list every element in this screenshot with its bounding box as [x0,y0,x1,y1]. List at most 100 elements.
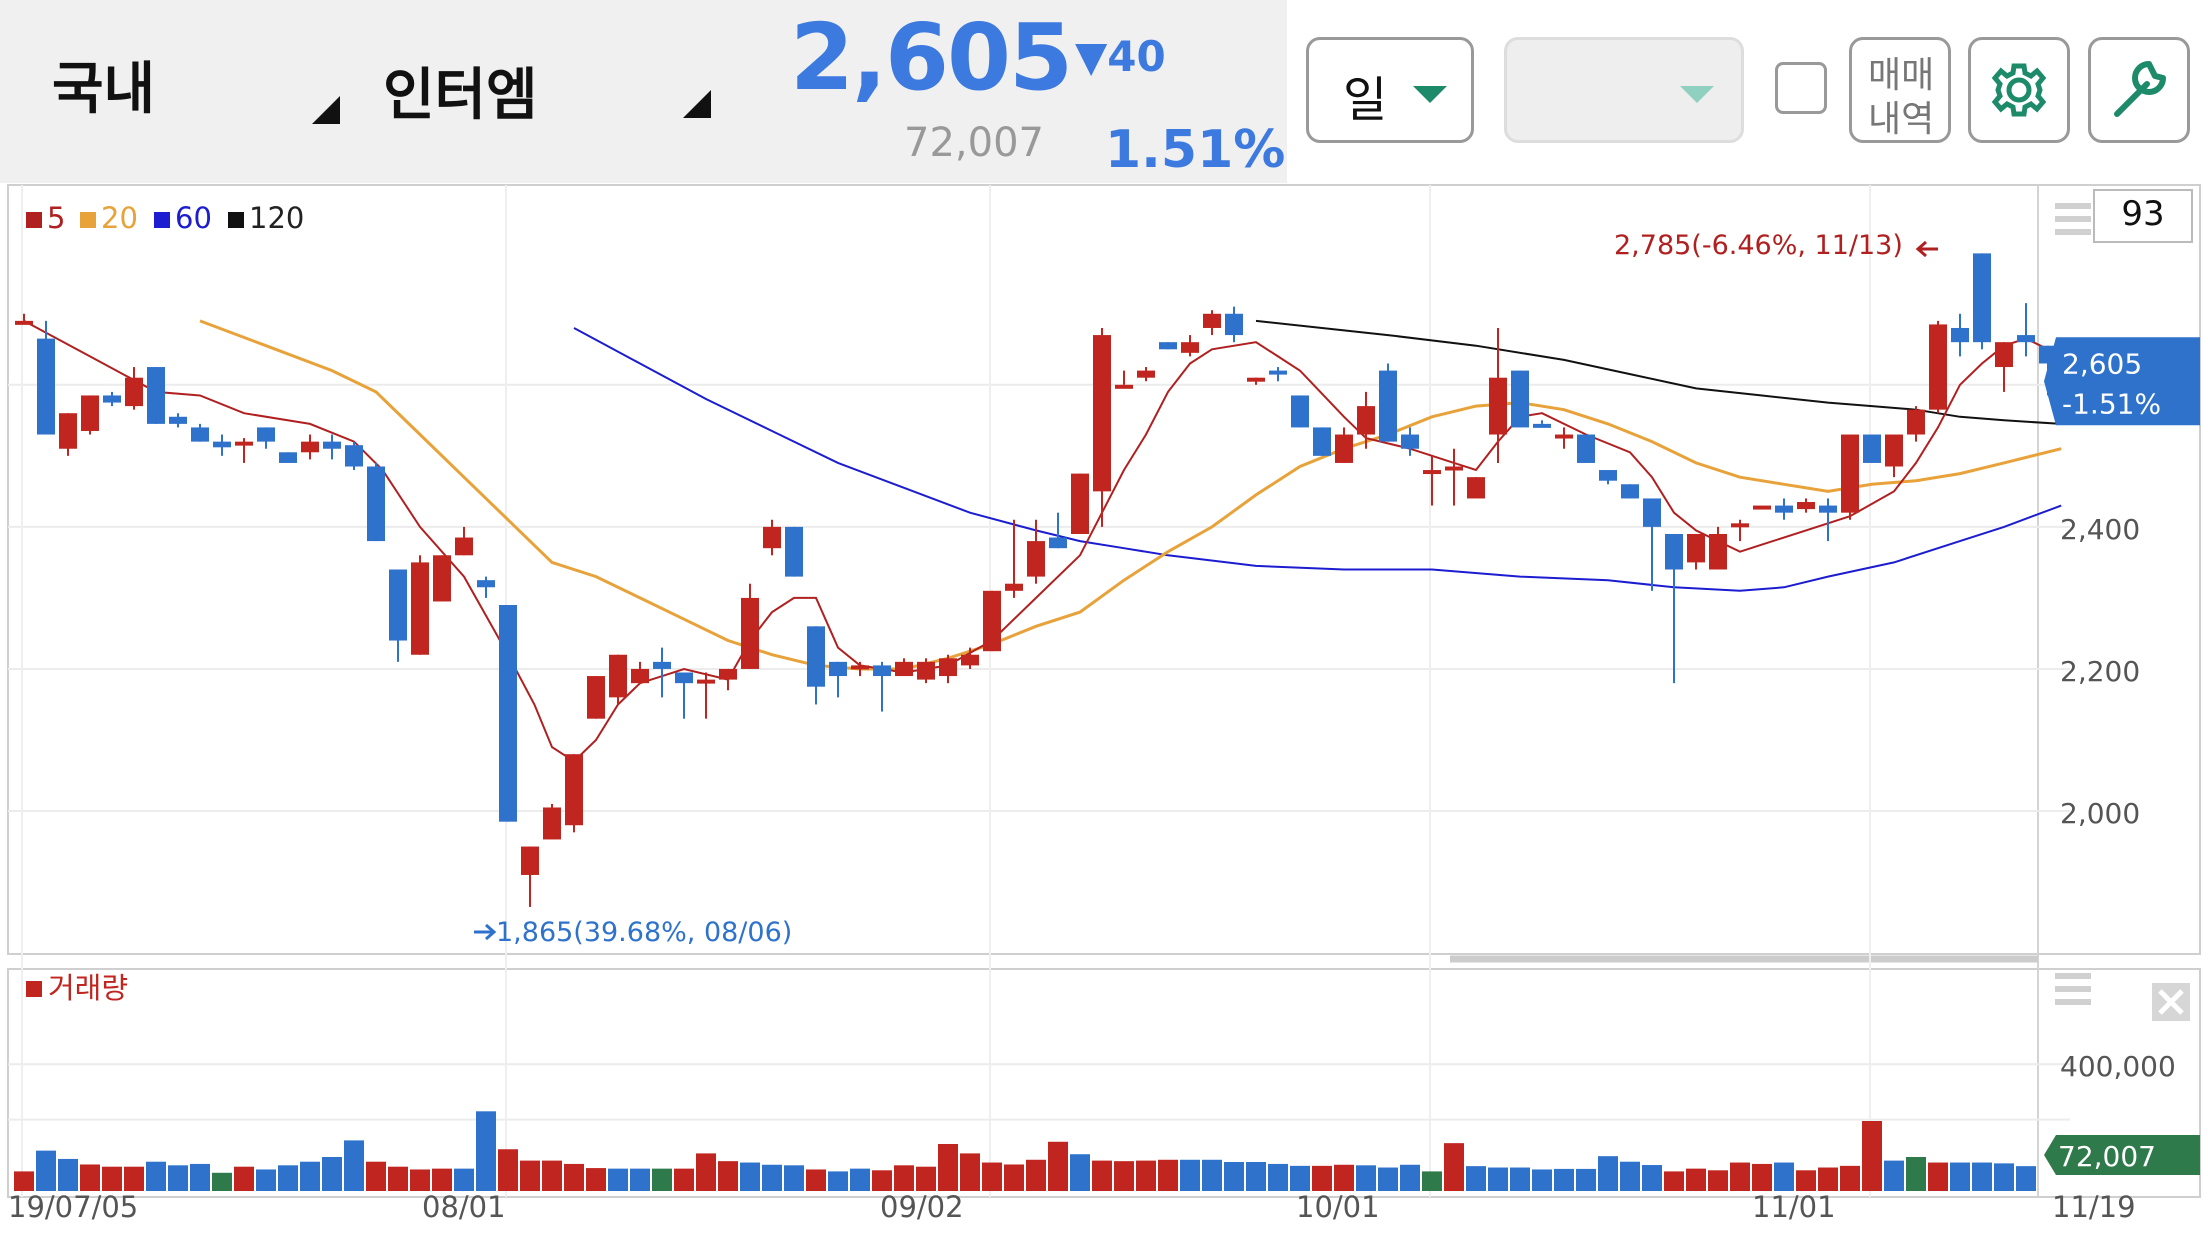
volume-bar[interactable] [432,1168,452,1191]
volume-bar[interactable] [674,1168,694,1191]
volume-bar[interactable] [1048,1141,1068,1191]
volume-bar[interactable] [1708,1170,1728,1191]
volume-bar[interactable] [388,1166,408,1191]
candle-body[interactable] [147,367,165,424]
candle-body[interactable] [125,377,143,407]
volume-bar[interactable] [1422,1171,1442,1191]
candle-body[interactable] [1929,324,1947,410]
candle-body[interactable] [521,846,539,875]
hamburger-icon[interactable] [2055,203,2091,209]
candle-body[interactable] [257,427,275,442]
volume-bar[interactable] [850,1168,870,1191]
volume-bar[interactable] [1576,1168,1596,1191]
candle-body[interactable] [697,679,715,684]
indicator-select[interactable] [1504,37,1744,143]
volume-bar[interactable] [1554,1168,1574,1191]
candle-body[interactable] [631,668,649,684]
hamburger-icon[interactable] [2055,999,2091,1005]
candle-body[interactable] [1973,253,1991,343]
volume-bar[interactable] [586,1168,606,1191]
candle-body[interactable] [411,562,429,655]
volume-bar[interactable] [872,1170,892,1191]
volume-bar[interactable] [344,1140,364,1191]
candle-body[interactable] [1995,342,2013,368]
candle-body[interactable] [1775,505,1793,513]
volume-bar[interactable] [1356,1165,1376,1191]
volume-bar[interactable] [1884,1160,1904,1191]
volume-bar[interactable] [234,1166,254,1191]
candle-body[interactable] [1093,335,1111,492]
volume-bar[interactable] [938,1143,958,1191]
candle-body[interactable] [895,661,913,677]
candle-body[interactable] [1313,427,1331,456]
tools-button[interactable] [2088,37,2190,143]
volume-bar[interactable] [146,1161,166,1191]
candle-body[interactable] [345,445,363,467]
volume-bar[interactable] [828,1171,848,1191]
candle-body[interactable] [785,526,803,577]
market-selector[interactable]: 국내 [52,57,156,122]
candle-body[interactable] [1137,370,1155,378]
volume-bar[interactable] [1532,1169,1552,1191]
candle-body[interactable] [565,754,583,826]
volume-bar[interactable] [1620,1161,1640,1191]
candle-body[interactable] [1687,533,1705,563]
candle-count-box[interactable]: 93 [2093,189,2193,243]
candle-body[interactable] [1005,583,1023,591]
stock-dropdown-icon[interactable] [683,90,711,118]
candle-body[interactable] [1841,434,1859,513]
candle-body[interactable] [15,320,33,325]
candle-body[interactable] [2017,335,2035,343]
candle-body[interactable] [1423,470,1441,475]
candle-body[interactable] [1379,370,1397,442]
candle-body[interactable] [1665,533,1683,570]
candle-body[interactable] [653,661,671,669]
volume-bar[interactable] [520,1160,540,1191]
volume-bar[interactable] [212,1172,232,1191]
trade-history-button[interactable]: 매매 내역 [1849,37,1951,143]
volume-bar[interactable] [1444,1143,1464,1191]
volume-bar[interactable] [1796,1170,1816,1191]
volume-bar[interactable] [1774,1162,1794,1191]
volume-bar[interactable] [982,1162,1002,1191]
volume-bar[interactable] [1268,1163,1288,1191]
volume-bar[interactable] [1290,1165,1310,1191]
candle-body[interactable] [917,661,935,680]
volume-bar[interactable] [652,1168,672,1191]
volume-bar[interactable] [1136,1160,1156,1191]
volume-bar[interactable] [366,1161,386,1191]
candle-body[interactable] [1269,370,1287,375]
candle-body[interactable] [1863,434,1881,463]
candle-body[interactable] [1467,477,1485,499]
candle-body[interactable] [1951,327,1969,343]
volume-bar[interactable] [1950,1162,1970,1191]
volume-bar[interactable] [190,1163,210,1191]
candle-body[interactable] [389,569,407,641]
candle-body[interactable] [983,590,1001,652]
candle-body[interactable] [433,555,451,602]
candle-body[interactable] [1555,434,1573,439]
candle-body[interactable] [1401,434,1419,449]
volume-bar[interactable] [916,1166,936,1191]
candle-body[interactable] [1115,384,1133,389]
volume-bar[interactable] [1840,1165,1860,1191]
candle-body[interactable] [543,807,561,840]
candle-body[interactable] [1489,377,1507,435]
candle-body[interactable] [1225,313,1243,336]
candle-body[interactable] [1621,484,1639,499]
volume-bar[interactable] [2016,1166,2036,1191]
candle-body[interactable] [1533,423,1551,428]
volume-bar[interactable] [542,1160,562,1191]
volume-bar[interactable] [256,1169,276,1191]
hamburger-icon[interactable] [2055,216,2091,222]
volume-bar[interactable] [1004,1164,1024,1191]
volume-bar[interactable] [1730,1162,1750,1191]
volume-bar[interactable] [1246,1161,1266,1191]
candle-body[interactable] [939,658,957,677]
candle-body[interactable] [1445,466,1463,471]
volume-bar[interactable] [322,1157,342,1191]
volume-bar[interactable] [806,1169,826,1191]
volume-bar[interactable] [1114,1161,1134,1191]
volume-bar[interactable] [608,1168,628,1191]
candle-body[interactable] [675,672,693,684]
